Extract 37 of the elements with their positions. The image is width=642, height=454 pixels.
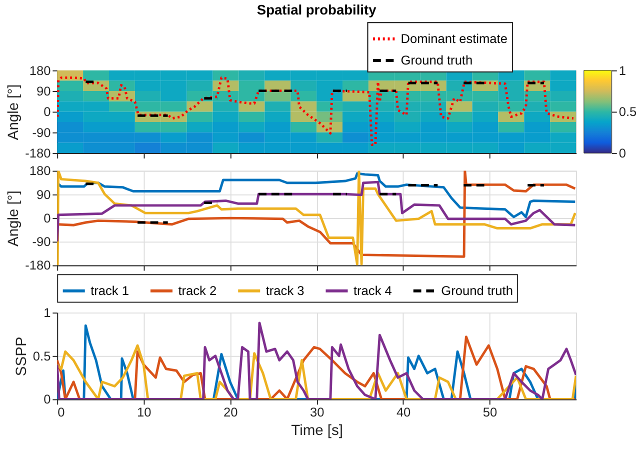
legend-label: Ground truth: [441, 282, 513, 298]
legend-label: track 3: [266, 282, 304, 298]
x-tick-label: 20: [223, 404, 238, 420]
x-tick-label: 50: [482, 404, 498, 420]
x-tick-label: 40: [396, 404, 411, 420]
y-tick-label: -180: [25, 258, 51, 273]
legend-label: track 1: [90, 282, 129, 298]
chart-title: Spatial probability: [256, 2, 377, 18]
color-bar-label: 1: [618, 62, 626, 78]
color-bar-label: 0: [618, 145, 626, 160]
y-axis-title: Angle [°]: [6, 84, 22, 140]
y-tick-label: 0.5: [32, 348, 51, 364]
legend-label: track 4: [353, 282, 392, 298]
legend-label: Ground truth: [400, 52, 473, 68]
line-series: [57, 76, 575, 146]
y-tick-label: -90: [32, 234, 51, 250]
y-tick-label: 90: [36, 186, 51, 202]
y-tick-label: 1: [44, 305, 51, 320]
y-tick-label: 90: [36, 83, 51, 98]
y-tick-label: 180: [29, 163, 51, 178]
y-tick-label: 0: [44, 392, 51, 407]
x-tick-label: 0: [58, 404, 65, 420]
y-tick-label: -90: [32, 124, 51, 140]
x-tick-label: 10: [136, 404, 152, 420]
y-axis-title: SSPP: [14, 336, 30, 376]
y-tick-label: 0: [44, 104, 51, 120]
y-tick-label: 180: [29, 62, 51, 78]
x-tick-label: 30: [310, 404, 324, 420]
y-tick-label: 0: [44, 210, 51, 226]
x-axis-title: Time [s]: [291, 423, 344, 440]
legend-label: Dominant estimate: [400, 30, 508, 46]
color-bar-label: 0.5: [618, 104, 637, 120]
line-series: [57, 180, 576, 243]
line-series: [57, 172, 576, 218]
legend-label: track 2: [178, 282, 217, 298]
y-axis-title: Angle [°]: [6, 190, 22, 246]
y-tick-label: -180: [25, 145, 51, 160]
